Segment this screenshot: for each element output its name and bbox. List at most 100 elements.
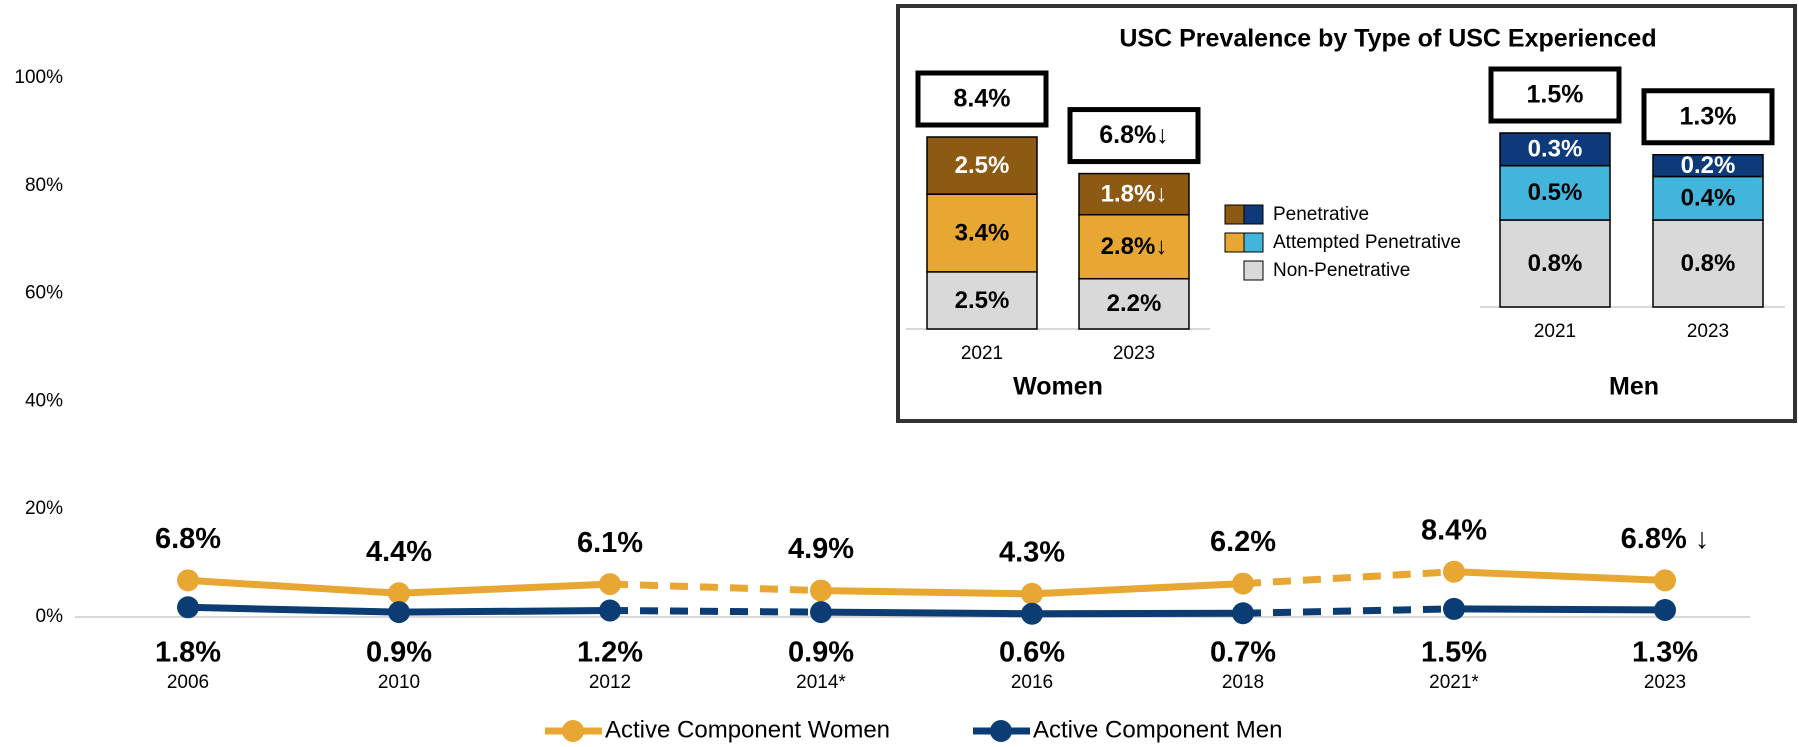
x-tick-label: 2021*	[1429, 672, 1479, 693]
legend-label: Non-Penetrative	[1273, 260, 1410, 281]
y-tick-label: 100%	[14, 67, 63, 88]
total-label: 6.8%↓	[1099, 121, 1168, 149]
bar-segment	[1499, 219, 1611, 308]
data-label: 0.9%	[366, 637, 432, 669]
bar-segment	[926, 193, 1038, 273]
data-label: 6.1%	[577, 527, 643, 559]
data-label: 4.4%	[366, 536, 432, 568]
segment-label: 0.8%	[1528, 250, 1583, 277]
data-label: 4.9%	[788, 533, 854, 565]
marker	[388, 601, 410, 624]
bar-segment	[1499, 164, 1611, 221]
marker	[1232, 572, 1254, 595]
line-segment	[1242, 568, 1455, 588]
bar-segment	[1078, 213, 1190, 280]
legend-label: Active Component Men	[1033, 716, 1282, 743]
legend-label: Active Component Women	[605, 716, 890, 743]
legend-swatch	[1243, 260, 1264, 281]
marker	[177, 569, 199, 592]
line-segment	[1242, 605, 1455, 617]
marker	[1021, 582, 1043, 605]
line-segment	[820, 587, 1033, 598]
line-segment	[1031, 609, 1244, 618]
x-tick-label: 2018	[1222, 672, 1264, 693]
line-segment	[187, 576, 400, 597]
legend-swatch	[1224, 232, 1245, 253]
inset-title: USC Prevalence by Type of USC Experience…	[1119, 25, 1656, 53]
legend-marker	[562, 720, 584, 742]
segment-label: 0.3%	[1528, 136, 1583, 163]
bar-segment	[926, 271, 1038, 330]
total-label: 1.3%	[1680, 102, 1737, 130]
data-label: 1.2%	[577, 637, 643, 669]
line-segment	[1453, 568, 1666, 584]
line-segment	[609, 607, 822, 616]
legend-label: Penetrative	[1273, 204, 1369, 225]
y-tick-label: 40%	[25, 390, 63, 411]
y-tick-label: 80%	[25, 175, 63, 196]
marker	[1654, 569, 1676, 592]
legend-swatch	[1224, 204, 1245, 225]
segment-label: 2.8%↓	[1101, 233, 1168, 260]
bar-segment	[1078, 277, 1190, 330]
marker	[810, 579, 832, 602]
line-segment	[609, 580, 822, 595]
marker	[388, 582, 410, 605]
total-box	[915, 70, 1049, 128]
x-tick-label: 2014*	[796, 672, 846, 693]
panel-label: Women	[1013, 373, 1103, 401]
x-tick-label: 2023	[1644, 672, 1686, 693]
x-tick-label: 2006	[167, 672, 209, 693]
panel-label: Men	[1609, 373, 1659, 401]
segment-label: 0.5%	[1528, 179, 1583, 206]
segment-label: 3.4%	[955, 219, 1010, 246]
y-tick-label: 0%	[36, 606, 64, 627]
marker	[1021, 602, 1043, 625]
data-label: 6.2%	[1210, 526, 1276, 558]
data-label: 0.9%	[788, 637, 854, 669]
marker	[810, 601, 832, 624]
legend-marker	[990, 720, 1012, 742]
x-tick-label: 2021	[1534, 321, 1576, 342]
data-label: 1.8%	[155, 637, 221, 669]
data-label: 0.6%	[999, 637, 1065, 669]
x-tick-label: 2012	[589, 672, 631, 693]
y-tick-label: 60%	[25, 283, 63, 304]
segment-label: 0.4%	[1681, 185, 1736, 212]
total-label: 8.4%	[954, 85, 1011, 113]
marker	[177, 596, 199, 619]
bar-segment	[1499, 132, 1611, 167]
data-label: 0.7%	[1210, 637, 1276, 669]
line-segment	[1031, 580, 1244, 598]
segment-label: 1.8%↓	[1101, 180, 1168, 207]
legend-swatch	[1243, 232, 1264, 253]
segment-label: 2.5%	[955, 287, 1010, 314]
marker	[1654, 598, 1676, 621]
marker	[1443, 597, 1465, 620]
total-box	[1488, 66, 1622, 124]
data-label: 8.4%	[1421, 514, 1487, 546]
y-tick-label: 20%	[25, 498, 63, 519]
line-segment	[1453, 605, 1666, 614]
data-label: 6.8% ↓	[1621, 523, 1710, 555]
bar-segment	[1078, 172, 1190, 216]
line-segment	[187, 603, 400, 616]
line-segment	[820, 608, 1033, 618]
legend-swatch	[1243, 204, 1264, 225]
segment-label: 2.5%	[955, 152, 1010, 179]
x-tick-label: 2010	[378, 672, 420, 693]
data-label: 6.8%	[155, 523, 221, 555]
legend-label: Attempted Penetrative	[1273, 232, 1461, 253]
total-box	[1641, 88, 1775, 146]
segment-label: 2.2%	[1107, 290, 1162, 317]
x-tick-label: 2021	[961, 343, 1003, 364]
total-label: 1.5%	[1527, 81, 1584, 109]
data-label: 4.3%	[999, 536, 1065, 568]
bar-segment	[1652, 154, 1764, 178]
x-tick-label: 2023	[1113, 343, 1155, 364]
line-segment	[398, 607, 611, 616]
x-tick-label: 2016	[1011, 672, 1053, 693]
segment-label: 0.8%	[1681, 250, 1736, 277]
bar-segment	[926, 136, 1038, 195]
